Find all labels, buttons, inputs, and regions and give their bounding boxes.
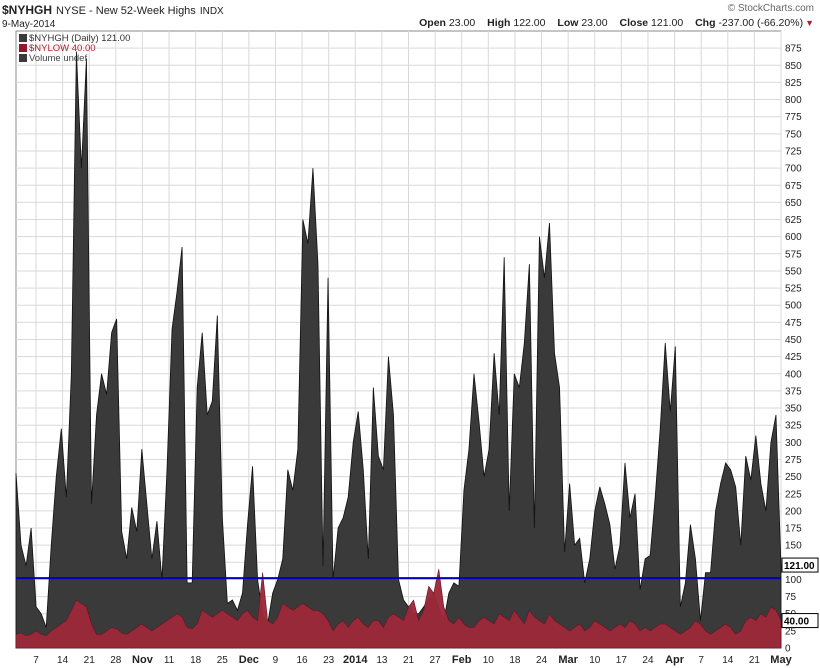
x-tick-label: 10 bbox=[589, 655, 601, 666]
last-value-text: 40.00 bbox=[784, 617, 809, 628]
y-tick-label: 625 bbox=[785, 215, 802, 226]
x-tick-label: 13 bbox=[376, 655, 388, 666]
symbol-name: $NYHGH bbox=[2, 3, 53, 17]
y-tick-label: 775 bbox=[785, 112, 802, 123]
open-label: Open bbox=[419, 17, 446, 29]
legend-entry: $NYHGH (Daily) 121.00 bbox=[29, 33, 130, 44]
y-tick-label: 150 bbox=[785, 541, 802, 552]
high-label: High bbox=[487, 17, 511, 29]
y-tick-label: 650 bbox=[785, 198, 802, 209]
close-label: Close bbox=[619, 17, 649, 29]
series-nylow-area bbox=[15, 569, 782, 649]
legend-swatch bbox=[19, 34, 27, 42]
y-tick-label: 350 bbox=[785, 404, 802, 415]
x-tick-label: 17 bbox=[616, 655, 628, 666]
x-tick-label: 21 bbox=[403, 655, 415, 666]
y-tick-label: 825 bbox=[785, 78, 802, 89]
legend-entry: $NYLOW 40.00 bbox=[29, 43, 96, 54]
close-value: 121.00 bbox=[651, 17, 684, 29]
y-tick-label: 300 bbox=[785, 438, 802, 449]
x-tick-label: 23 bbox=[323, 655, 335, 666]
chg-value: -237.00 (-66.20%) bbox=[718, 17, 804, 29]
chg-label: Chg bbox=[695, 17, 716, 29]
x-tick-label: Nov bbox=[132, 654, 154, 666]
x-tick-label: 14 bbox=[722, 655, 734, 666]
x-tick-label: 18 bbox=[190, 655, 202, 666]
chart-date: 9-May-2014 bbox=[2, 19, 56, 30]
y-tick-label: 575 bbox=[785, 249, 802, 260]
x-tick-label: 24 bbox=[642, 655, 654, 666]
x-tick-label: Dec bbox=[239, 654, 259, 666]
x-tick-label: May bbox=[770, 654, 792, 666]
y-tick-label: 525 bbox=[785, 284, 802, 295]
x-tick-label: Mar bbox=[558, 654, 578, 666]
y-tick-label: 25 bbox=[785, 626, 797, 637]
exchange-label: INDX bbox=[199, 6, 224, 17]
x-tick-label: 9 bbox=[273, 655, 279, 666]
y-tick-label: 475 bbox=[785, 318, 802, 329]
y-tick-label: 725 bbox=[785, 146, 802, 157]
legend-swatch bbox=[19, 44, 27, 52]
y-tick-label: 800 bbox=[785, 95, 802, 106]
x-tick-label: 28 bbox=[110, 655, 122, 666]
y-tick-label: 325 bbox=[785, 421, 802, 432]
symbol-description: NYSE - New 52-Week Highs bbox=[56, 5, 196, 17]
y-tick-label: 600 bbox=[785, 232, 802, 243]
x-tick-label: Feb bbox=[452, 654, 472, 666]
open-value: 23.00 bbox=[448, 17, 476, 29]
x-tick-label: Apr bbox=[665, 654, 685, 666]
last-value-text: 121.00 bbox=[784, 561, 815, 572]
y-tick-label: 700 bbox=[785, 164, 802, 175]
y-tick-label: 0 bbox=[785, 644, 791, 655]
x-tick-label: 2014 bbox=[343, 654, 368, 666]
y-tick-label: 375 bbox=[785, 386, 802, 397]
brand-watermark: © StockCharts.com bbox=[727, 3, 814, 14]
series-nyhgh-area bbox=[15, 51, 782, 649]
y-tick-label: 75 bbox=[785, 592, 797, 603]
y-tick-label: 225 bbox=[785, 489, 802, 500]
last-value-tag-highs: 121.00 bbox=[781, 557, 819, 573]
legend-entry: Volume undef bbox=[29, 53, 87, 64]
x-tick-label: 10 bbox=[483, 655, 495, 666]
y-tick-label: 425 bbox=[785, 352, 802, 363]
y-tick-label: 500 bbox=[785, 301, 802, 312]
x-tick-label: 7 bbox=[33, 655, 39, 666]
x-tick-label: 27 bbox=[430, 655, 442, 666]
y-tick-label: 850 bbox=[785, 61, 802, 72]
x-tick-label: 25 bbox=[217, 655, 229, 666]
low-label: Low bbox=[557, 17, 579, 29]
y-tick-label: 275 bbox=[785, 455, 802, 466]
down-triangle-icon: ▼ bbox=[805, 18, 814, 28]
y-tick-label: 175 bbox=[785, 524, 802, 535]
y-tick-label: 250 bbox=[785, 472, 802, 483]
x-tick-label: 14 bbox=[57, 655, 69, 666]
y-tick-label: 100 bbox=[785, 575, 802, 586]
x-tick-label: 16 bbox=[297, 655, 309, 666]
x-tick-label: 24 bbox=[536, 655, 548, 666]
y-tick-label: 450 bbox=[785, 335, 802, 346]
legend-swatch bbox=[19, 54, 27, 62]
x-tick-label: 11 bbox=[164, 655, 175, 666]
x-tick-label: 21 bbox=[84, 655, 96, 666]
y-tick-label: 750 bbox=[785, 129, 802, 140]
last-value-box bbox=[781, 557, 819, 573]
chart-symbol-title: $NYHGH NYSE - New 52-Week Highs INDX bbox=[2, 3, 224, 17]
y-tick-label: 550 bbox=[785, 266, 802, 277]
y-tick-label: 200 bbox=[785, 506, 802, 517]
last-value-box bbox=[781, 613, 819, 629]
x-tick-label: 21 bbox=[749, 655, 761, 666]
high-value: 122.00 bbox=[513, 17, 546, 29]
x-tick-label: 7 bbox=[698, 655, 704, 666]
last-value-tag-lows: 40.00 bbox=[781, 613, 819, 629]
ohlc-summary: Open 23.00 High 122.00 Low 23.00 Close 1… bbox=[410, 17, 814, 29]
y-tick-label: 400 bbox=[785, 369, 802, 380]
y-tick-label: 875 bbox=[785, 44, 802, 55]
y-tick-label: 675 bbox=[785, 181, 802, 192]
x-tick-label: 18 bbox=[509, 655, 521, 666]
low-value: 23.00 bbox=[581, 17, 608, 29]
